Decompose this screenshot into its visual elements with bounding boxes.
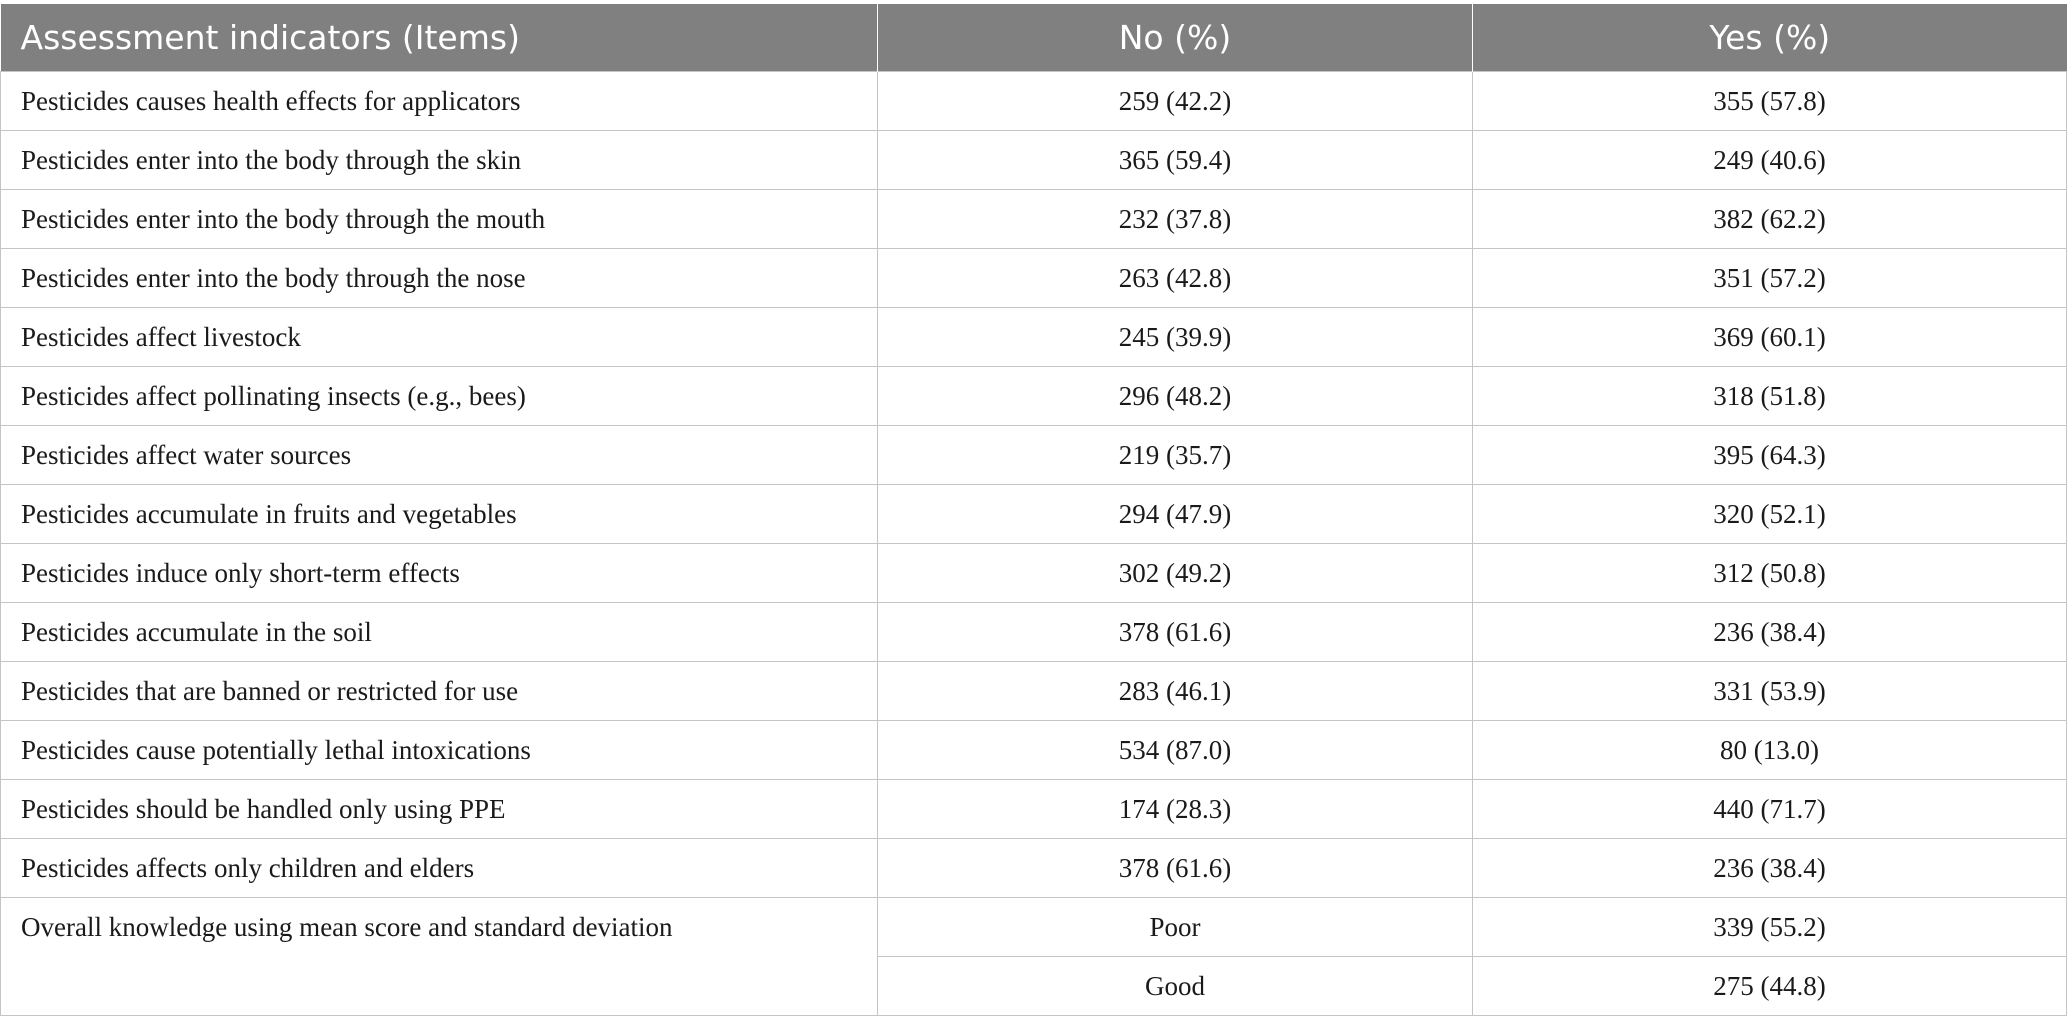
yes-cell: 382 (62.2) xyxy=(1472,189,2067,249)
table-row: Pesticides induce only short-term effect… xyxy=(0,543,2067,603)
item-cell: Pesticides induce only short-term effect… xyxy=(0,543,878,603)
no-cell: 232 (37.8) xyxy=(877,189,1473,249)
no-cell: 245 (39.9) xyxy=(877,307,1473,367)
overall-value-good: 275 (44.8) xyxy=(1472,956,2067,1016)
yes-cell: 395 (64.3) xyxy=(1472,425,2067,485)
table-row: Pesticides accumulate in the soil 378 (6… xyxy=(0,602,2067,662)
item-cell: Pesticides should be handled only using … xyxy=(0,779,878,839)
no-cell: 259 (42.2) xyxy=(877,71,1473,131)
no-cell: 302 (49.2) xyxy=(877,543,1473,603)
table-row: Pesticides enter into the body through t… xyxy=(0,248,2067,308)
overall-level-poor: Poor xyxy=(877,897,1473,957)
no-cell: 263 (42.8) xyxy=(877,248,1473,308)
table-row: Pesticides affect pollinating insects (e… xyxy=(0,366,2067,426)
no-cell: 174 (28.3) xyxy=(877,779,1473,839)
header-assessment-indicators: Assessment indicators (Items) xyxy=(0,4,878,72)
no-cell: 378 (61.6) xyxy=(877,838,1473,898)
no-cell: 378 (61.6) xyxy=(877,602,1473,662)
knowledge-table: Assessment indicators (Items) No (%) Yes… xyxy=(0,4,2067,1016)
table-row: Pesticides should be handled only using … xyxy=(0,779,2067,839)
item-cell: Pesticides accumulate in fruits and vege… xyxy=(0,484,878,544)
table-row: Pesticides enter into the body through t… xyxy=(0,130,2067,190)
item-cell: Pesticides cause potentially lethal into… xyxy=(0,720,878,780)
item-cell: Pesticides causes health effects for app… xyxy=(0,71,878,131)
overall-row-poor: Overall knowledge using mean score and s… xyxy=(0,897,2067,1016)
table-row: Pesticides enter into the body through t… xyxy=(0,189,2067,249)
no-cell: 296 (48.2) xyxy=(877,366,1473,426)
overall-row-good: Good 275 (44.8) xyxy=(1,956,2067,1016)
yes-cell: 351 (57.2) xyxy=(1472,248,2067,308)
yes-cell: 312 (50.8) xyxy=(1472,543,2067,603)
no-cell: 283 (46.1) xyxy=(877,661,1473,721)
table-row: Pesticides cause potentially lethal into… xyxy=(0,720,2067,780)
item-cell: Pesticides enter into the body through t… xyxy=(0,248,878,308)
no-cell: 219 (35.7) xyxy=(877,425,1473,485)
yes-cell: 369 (60.1) xyxy=(1472,307,2067,367)
yes-cell: 249 (40.6) xyxy=(1472,130,2067,190)
table-row: Pesticides accumulate in fruits and vege… xyxy=(0,484,2067,544)
item-cell: Pesticides that are banned or restricted… xyxy=(0,661,878,721)
table-row: Pesticides affect livestock 245 (39.9) 3… xyxy=(0,307,2067,367)
yes-cell: 320 (52.1) xyxy=(1472,484,2067,544)
overall-value-poor: 339 (55.2) xyxy=(1472,897,2067,957)
yes-cell: 236 (38.4) xyxy=(1472,838,2067,898)
no-cell: 365 (59.4) xyxy=(877,130,1473,190)
item-cell: Pesticides enter into the body through t… xyxy=(0,130,878,190)
yes-cell: 331 (53.9) xyxy=(1472,661,2067,721)
item-cell: Pesticides enter into the body through t… xyxy=(0,189,878,249)
item-cell: Pesticides affect water sources xyxy=(0,425,878,485)
no-cell: 294 (47.9) xyxy=(877,484,1473,544)
yes-cell: 80 (13.0) xyxy=(1472,720,2067,780)
header-row: Assessment indicators (Items) No (%) Yes… xyxy=(0,4,2067,72)
yes-cell: 236 (38.4) xyxy=(1472,602,2067,662)
no-cell: 534 (87.0) xyxy=(877,720,1473,780)
item-cell: Pesticides affect livestock xyxy=(0,307,878,367)
item-cell: Pesticides affects only children and eld… xyxy=(0,838,878,898)
overall-knowledge-label: Overall knowledge using mean score and s… xyxy=(0,897,878,1016)
table-row: Pesticides affect water sources 219 (35.… xyxy=(0,425,2067,485)
table-row: Pesticides affects only children and eld… xyxy=(0,838,2067,898)
overall-level-good: Good xyxy=(877,956,1473,1016)
header-yes-percent: Yes (%) xyxy=(1472,4,2067,72)
item-cell: Pesticides affect pollinating insects (e… xyxy=(0,366,878,426)
header-no-percent: No (%) xyxy=(877,4,1473,72)
item-cell: Pesticides accumulate in the soil xyxy=(0,602,878,662)
yes-cell: 355 (57.8) xyxy=(1472,71,2067,131)
yes-cell: 318 (51.8) xyxy=(1472,366,2067,426)
yes-cell: 440 (71.7) xyxy=(1472,779,2067,839)
table-row: Pesticides that are banned or restricted… xyxy=(0,661,2067,721)
table-row: Pesticides causes health effects for app… xyxy=(0,71,2067,131)
